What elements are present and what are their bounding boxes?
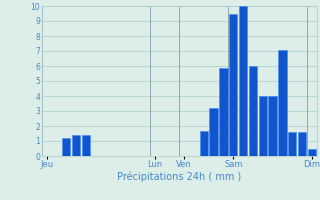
Bar (259, 96, 267, 156)
Bar (219, 68, 228, 156)
Bar (82, 135, 90, 156)
Bar (288, 132, 296, 156)
Bar (239, 6, 247, 156)
Bar (229, 14, 237, 156)
Bar (298, 132, 306, 156)
Bar (200, 130, 208, 156)
Bar (308, 148, 316, 156)
Bar (72, 135, 80, 156)
X-axis label: Précipitations 24h ( mm ): Précipitations 24h ( mm ) (117, 172, 241, 182)
Bar (62, 138, 70, 156)
Bar (249, 66, 257, 156)
Bar (268, 96, 277, 156)
Bar (209, 108, 218, 156)
Bar (278, 49, 287, 156)
